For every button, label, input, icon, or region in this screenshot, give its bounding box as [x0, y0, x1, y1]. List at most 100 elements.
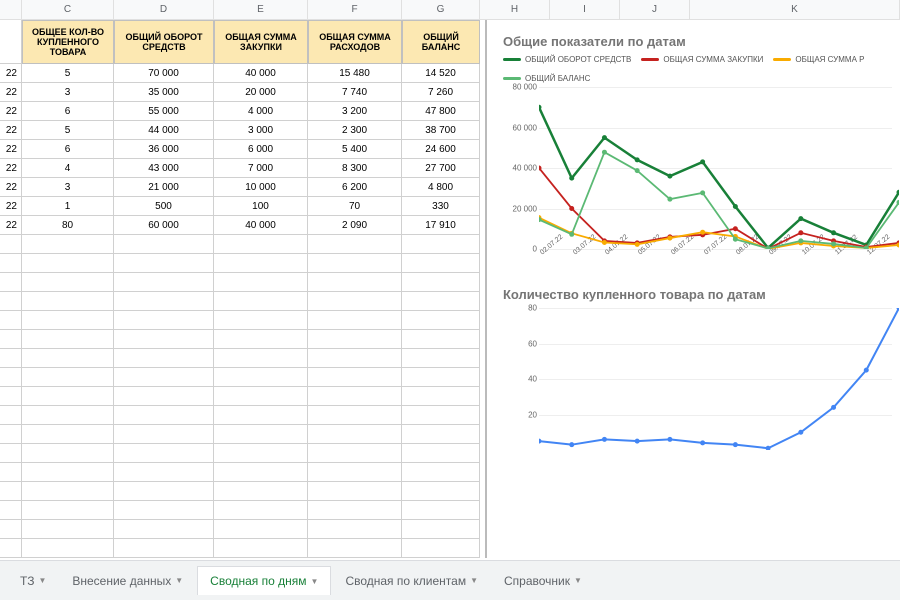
cell[interactable]: 22	[0, 178, 22, 197]
cell[interactable]	[402, 311, 480, 330]
header-purchase[interactable]: ОБЩАЯ СУММА ЗАКУПКИ	[214, 20, 308, 64]
cell[interactable]	[214, 425, 308, 444]
cell[interactable]	[308, 273, 402, 292]
cell[interactable]: 17 910	[402, 216, 480, 235]
cell[interactable]	[0, 235, 22, 254]
table-row[interactable]: 22321 00010 0006 2004 800	[0, 178, 485, 197]
cell[interactable]: 22	[0, 216, 22, 235]
cell[interactable]	[214, 501, 308, 520]
table-row[interactable]: 22150010070330	[0, 197, 485, 216]
cell[interactable]	[0, 20, 22, 64]
cell[interactable]: 15 480	[308, 64, 402, 83]
cell[interactable]	[308, 349, 402, 368]
cell[interactable]	[0, 387, 22, 406]
cell[interactable]	[114, 254, 214, 273]
cell[interactable]	[308, 368, 402, 387]
cell[interactable]	[402, 501, 480, 520]
table-row[interactable]	[0, 349, 485, 368]
table-row[interactable]	[0, 425, 485, 444]
cell[interactable]: 22	[0, 64, 22, 83]
cell[interactable]	[114, 425, 214, 444]
cell[interactable]	[0, 311, 22, 330]
cell[interactable]	[114, 501, 214, 520]
cell[interactable]	[214, 330, 308, 349]
cell[interactable]: 4	[22, 159, 114, 178]
cell[interactable]	[22, 254, 114, 273]
cell[interactable]	[308, 330, 402, 349]
col-header-f[interactable]: F	[308, 0, 402, 19]
cell[interactable]: 10 000	[214, 178, 308, 197]
sheet-tab[interactable]: Сводная по дням▼	[197, 566, 331, 595]
cell[interactable]	[22, 273, 114, 292]
col-header-g[interactable]: G	[402, 0, 480, 19]
cell[interactable]: 6	[22, 102, 114, 121]
table-row[interactable]	[0, 387, 485, 406]
cell[interactable]	[214, 520, 308, 539]
cell[interactable]	[22, 482, 114, 501]
col-header-j[interactable]: J	[620, 0, 690, 19]
cell[interactable]: 6 000	[214, 140, 308, 159]
cell[interactable]	[22, 368, 114, 387]
cell[interactable]	[0, 425, 22, 444]
cell[interactable]: 330	[402, 197, 480, 216]
cell[interactable]: 3	[22, 178, 114, 197]
cell[interactable]	[114, 330, 214, 349]
cell[interactable]	[402, 273, 480, 292]
cell[interactable]	[308, 406, 402, 425]
cell[interactable]	[114, 539, 214, 558]
cell[interactable]	[114, 273, 214, 292]
table-row[interactable]	[0, 330, 485, 349]
cell[interactable]	[402, 406, 480, 425]
cell[interactable]	[214, 463, 308, 482]
cell[interactable]	[22, 311, 114, 330]
cell[interactable]	[0, 273, 22, 292]
cell[interactable]	[22, 444, 114, 463]
cell[interactable]: 70	[308, 197, 402, 216]
cell[interactable]: 4 000	[214, 102, 308, 121]
cell[interactable]: 2 300	[308, 121, 402, 140]
cell[interactable]: 70 000	[114, 64, 214, 83]
cell[interactable]	[0, 330, 22, 349]
cell[interactable]: 100	[214, 197, 308, 216]
sheet-tab[interactable]: Внесение данных▼	[60, 566, 195, 595]
cell[interactable]	[402, 292, 480, 311]
cell[interactable]	[214, 406, 308, 425]
sheet-tab[interactable]: Справочник▼	[492, 566, 594, 595]
table-row[interactable]	[0, 406, 485, 425]
cell[interactable]: 40 000	[214, 216, 308, 235]
col-header-e[interactable]: E	[214, 0, 308, 19]
cell[interactable]	[22, 387, 114, 406]
table-row[interactable]	[0, 539, 485, 558]
cell[interactable]	[114, 482, 214, 501]
cell[interactable]: 47 800	[402, 102, 480, 121]
cell[interactable]: 7 260	[402, 83, 480, 102]
cell[interactable]	[0, 501, 22, 520]
cell[interactable]: 55 000	[114, 102, 214, 121]
cell[interactable]	[22, 463, 114, 482]
cell[interactable]	[114, 311, 214, 330]
table-row[interactable]	[0, 368, 485, 387]
cell[interactable]: 22	[0, 83, 22, 102]
cell[interactable]: 7 000	[214, 159, 308, 178]
cell[interactable]: 5	[22, 121, 114, 140]
cell[interactable]	[114, 235, 214, 254]
cell[interactable]	[0, 463, 22, 482]
header-total-qty[interactable]: ОБЩЕЕ КОЛ-ВО КУПЛЕННОГО ТОВАРА	[22, 20, 114, 64]
cell[interactable]: 5 400	[308, 140, 402, 159]
col-header-k[interactable]: K	[690, 0, 900, 19]
cell[interactable]: 7 740	[308, 83, 402, 102]
table-row[interactable]	[0, 235, 485, 254]
cell[interactable]	[308, 520, 402, 539]
table-row[interactable]	[0, 520, 485, 539]
cell[interactable]	[402, 539, 480, 558]
cell[interactable]	[0, 482, 22, 501]
cell[interactable]	[308, 254, 402, 273]
cell[interactable]: 3 000	[214, 121, 308, 140]
cell[interactable]: 6 200	[308, 178, 402, 197]
cell[interactable]	[308, 482, 402, 501]
cell[interactable]: 43 000	[114, 159, 214, 178]
cell[interactable]: 22	[0, 121, 22, 140]
cell[interactable]	[214, 444, 308, 463]
cell[interactable]	[308, 292, 402, 311]
cell[interactable]	[0, 444, 22, 463]
